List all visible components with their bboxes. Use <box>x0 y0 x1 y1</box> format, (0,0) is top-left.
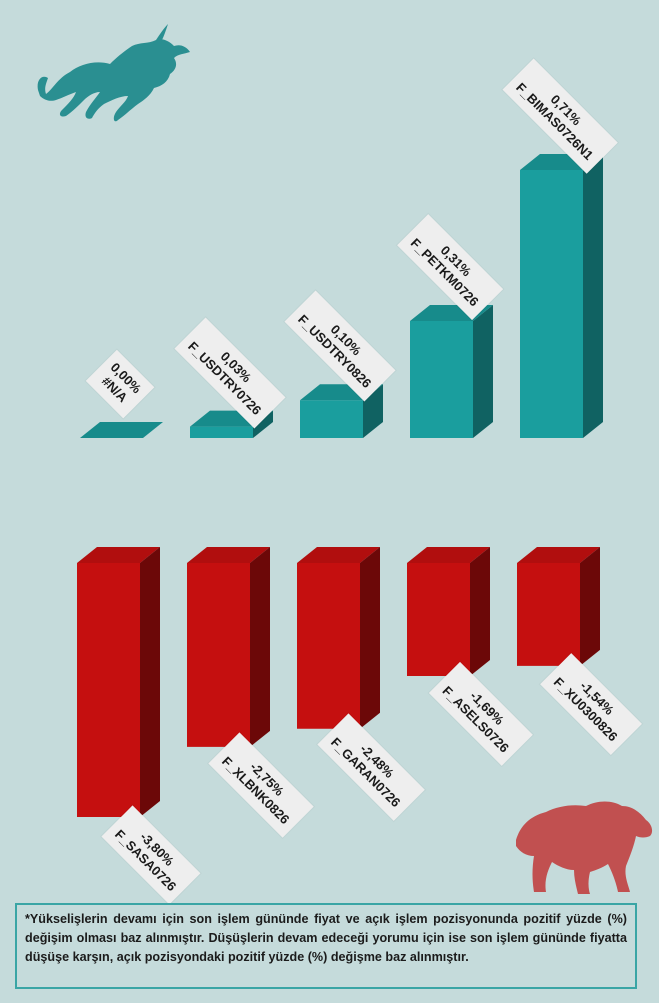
bar-top <box>187 547 270 563</box>
bar-negative-4 <box>517 547 600 666</box>
bull-icon <box>37 24 190 122</box>
bar-negative-3 <box>407 547 490 676</box>
bar-top <box>80 422 163 438</box>
bar-side <box>470 547 490 676</box>
bar-positive-3 <box>410 304 493 438</box>
bar-top <box>517 547 600 563</box>
bar-positive-4 <box>520 154 603 438</box>
bar-front <box>520 170 583 438</box>
bar-side <box>250 547 270 747</box>
bar-front <box>407 563 470 676</box>
bear-icon <box>516 801 653 894</box>
bar-positive-0 <box>80 422 163 438</box>
bar-negative-2 <box>297 547 380 729</box>
bar-front <box>77 563 140 817</box>
bar-side <box>140 547 160 817</box>
bar-front <box>300 400 363 438</box>
bar-front <box>190 426 253 438</box>
bar-top <box>77 547 160 563</box>
bar-negative-0 <box>77 547 160 817</box>
bar-top <box>407 547 490 563</box>
bar-side <box>473 304 493 438</box>
bar-front <box>187 563 250 747</box>
bar-negative-1 <box>187 547 270 747</box>
bar-front <box>410 320 473 438</box>
bar-side <box>253 410 273 438</box>
bar-front <box>297 563 360 729</box>
bar-side <box>580 547 600 666</box>
bar-top <box>297 547 380 563</box>
bar-front <box>517 563 580 666</box>
footnote: *Yükselişlerin devamı için son işlem gün… <box>15 903 637 989</box>
bar-side <box>583 154 603 438</box>
bar-side <box>360 547 380 729</box>
